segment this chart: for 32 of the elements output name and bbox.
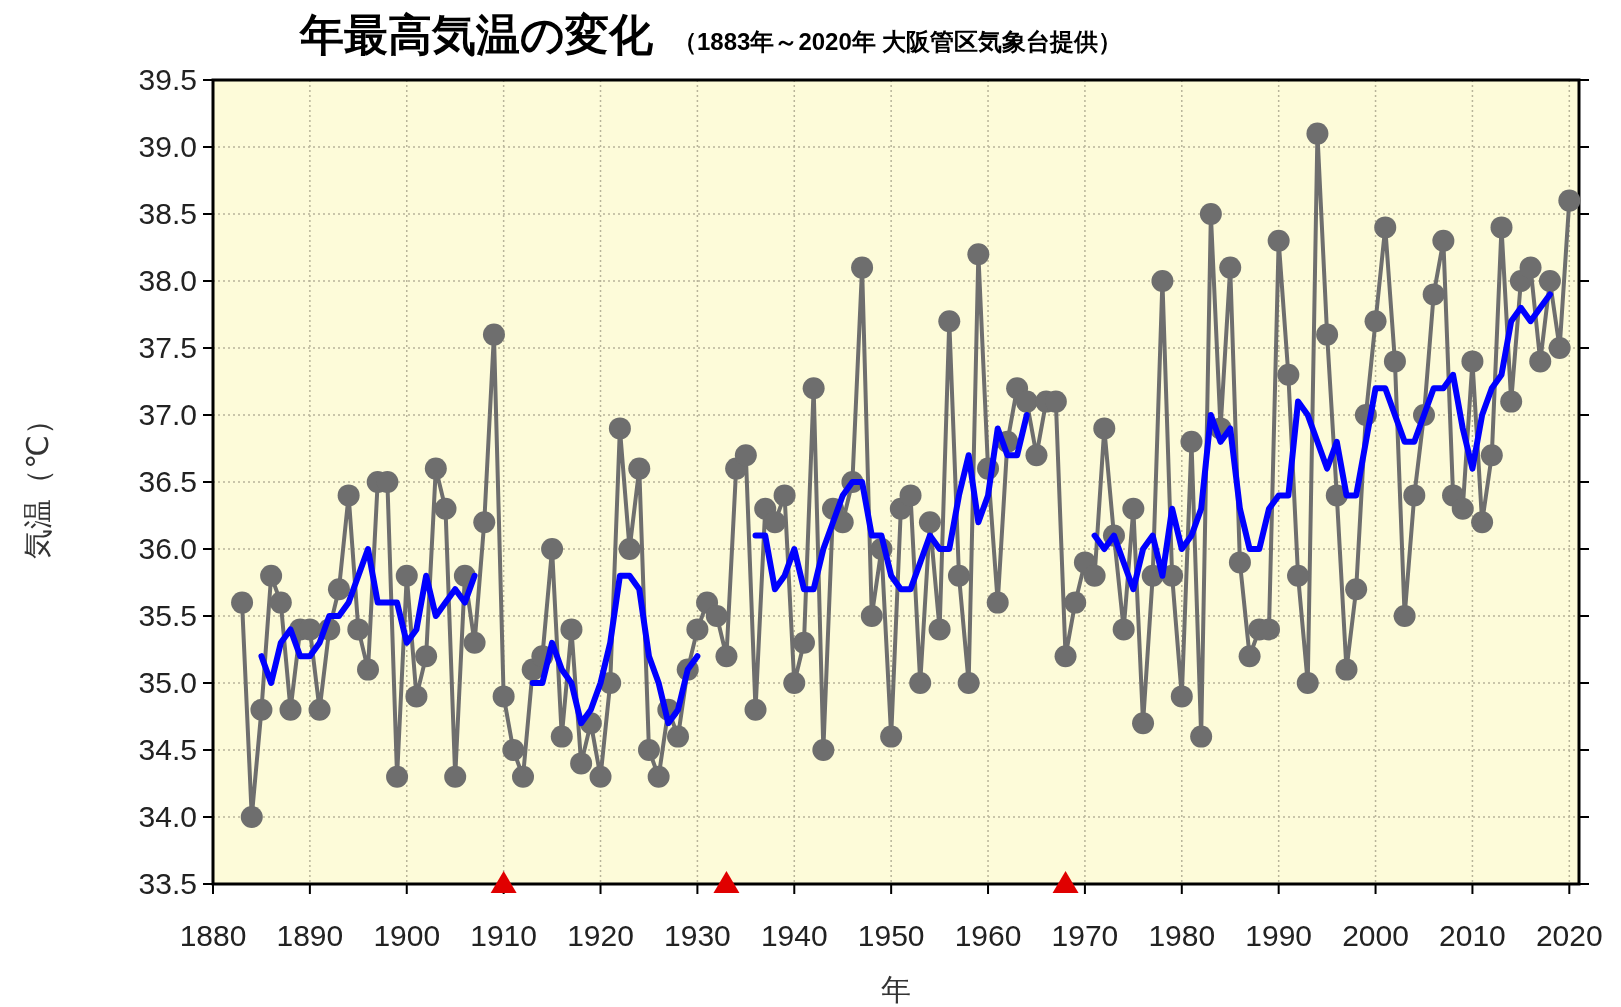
x-tick-label: 1910 [470, 919, 538, 952]
y-tick-label: 33.5 [138, 867, 197, 900]
x-tick-label: 2010 [1439, 919, 1506, 952]
x-tick-label: 1940 [760, 919, 828, 952]
y-tick-label: 38.0 [138, 264, 197, 297]
y-tick-label: 35.5 [138, 599, 197, 632]
x-tick-label: 1980 [1148, 919, 1216, 952]
chart-subtitle: （1883年～2020年 大阪管区気象台提供） [673, 28, 1123, 55]
y-tick-label: 37.5 [138, 331, 197, 364]
y-tick-label: 34.0 [138, 800, 197, 833]
x-tick-label: 2000 [1342, 919, 1409, 952]
chart-title: 年最高気温の変化 [299, 10, 654, 59]
y-tick-label: 39.5 [138, 63, 197, 96]
y-axis-title: 気温（℃） [21, 405, 54, 559]
x-tick-label: 1920 [567, 919, 634, 952]
x-tick-label: 1880 [179, 919, 247, 952]
x-tick-label: 2020 [1535, 919, 1603, 952]
y-tick-label: 36.5 [138, 465, 197, 498]
x-axis-title: 年 [881, 973, 911, 1006]
x-tick-label: 1990 [1245, 919, 1313, 952]
x-tick-label: 1890 [276, 919, 344, 952]
y-tick-label: 39.0 [138, 130, 197, 163]
x-tick-label: 1970 [1051, 919, 1119, 952]
y-tick-label: 37.0 [138, 398, 197, 431]
y-tick-label: 35.0 [138, 666, 197, 699]
y-tick-label: 34.5 [138, 733, 197, 766]
y-tick-label: 38.5 [138, 197, 197, 230]
x-tick-label: 1900 [373, 919, 441, 952]
y-tick-label: 36.0 [138, 532, 197, 565]
x-tick-label: 1960 [954, 919, 1022, 952]
x-tick-label: 1950 [857, 919, 925, 952]
x-tick-label: 1930 [664, 919, 731, 952]
